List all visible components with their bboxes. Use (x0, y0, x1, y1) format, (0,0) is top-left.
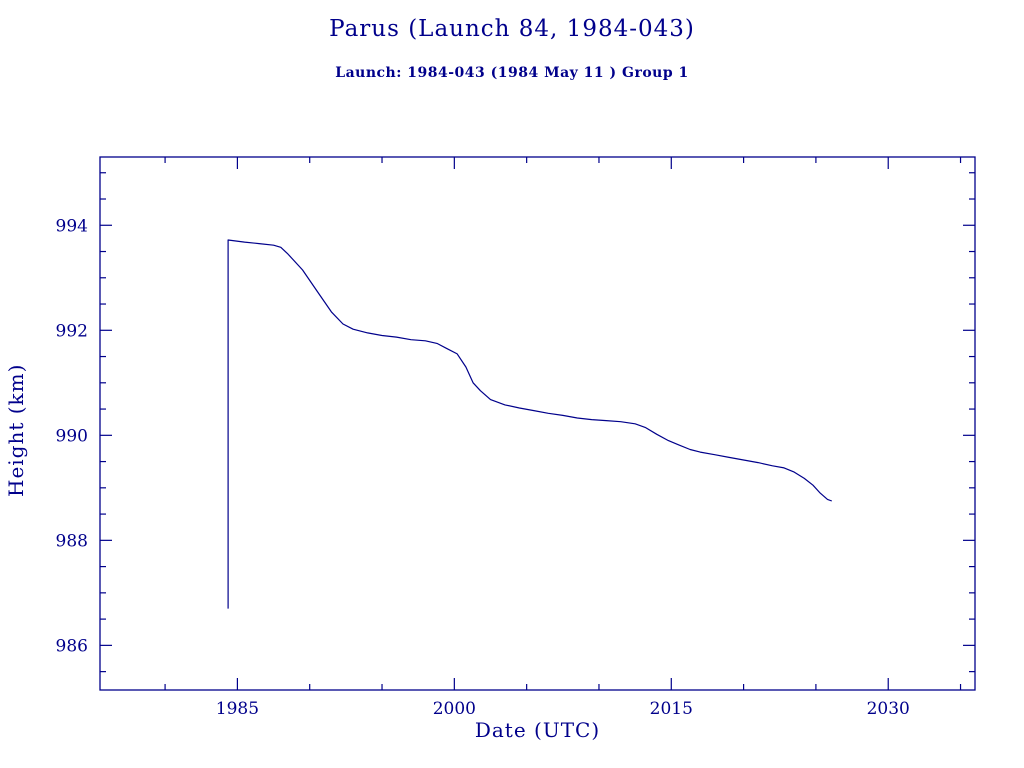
y-tick-label: 990 (56, 426, 88, 446)
x-tick-label: 2015 (650, 699, 693, 719)
x-tick-label: 2030 (867, 699, 910, 719)
y-tick-label: 992 (56, 321, 88, 341)
plot-frame (99, 156, 976, 691)
y-tick-label: 986 (56, 636, 88, 656)
data-line (227, 239, 833, 609)
x-tick-label: 2000 (433, 699, 476, 719)
x-axis-label: Date (UTC) (474, 718, 601, 742)
chart-subtitle: Launch: 1984-043 (1984 May 11 ) Group 1 (335, 65, 689, 81)
chart-title: Parus (Launch 84, 1984-043) (329, 16, 695, 42)
y-tick-label: 994 (56, 216, 88, 236)
x-tick-label: 1985 (216, 699, 259, 719)
y-tick-label: 988 (56, 531, 88, 551)
